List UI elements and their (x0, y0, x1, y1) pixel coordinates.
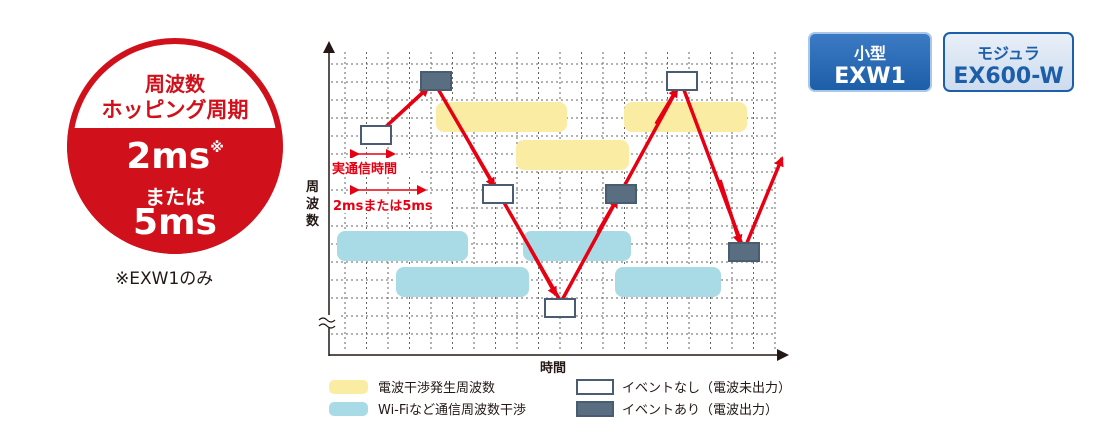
no-event-box (360, 125, 392, 145)
axis-break-icon (318, 317, 336, 329)
period-label: 2msまたは5ms (333, 199, 433, 214)
wifi-band (615, 267, 721, 297)
hopping-period-badge: 周波数 ホッピング周期 2ms※ または 5ms (67, 38, 283, 254)
event-box (420, 71, 452, 91)
interference-band (624, 102, 747, 132)
event-box (605, 184, 637, 204)
y-axis-label-1: 周 (306, 180, 319, 195)
wifi-band (337, 231, 468, 261)
hop-arrow (596, 197, 619, 233)
model-badge-exw1: 小型 EXW1 (808, 32, 932, 92)
event-box (728, 242, 760, 262)
hop-arrow (718, 179, 743, 245)
model-type: モジュラ (977, 44, 1040, 63)
legend-label: イベントなし（電波未出力） (622, 381, 791, 396)
legend-label: Wi-Fiなど通信周波数干渉 (378, 403, 526, 418)
no-event-box (544, 298, 576, 318)
badge-ring (67, 38, 283, 254)
legend: 電波干渉発生周波数 Wi-Fiなど通信周波数干渉 イベントなし（電波未出力） イ… (329, 379, 791, 418)
hop-arrow (742, 156, 784, 251)
legend-swatch-event (576, 401, 614, 417)
hop-arrow (390, 86, 430, 123)
legend-label: イベントあり（電波出力） (622, 403, 778, 418)
hop-arrow (528, 247, 558, 297)
footnote: ※EXW1のみ (115, 269, 214, 289)
x-axis-label: 時間 (540, 360, 566, 376)
model-badge-ex600w: モジュラ EX600-W (943, 32, 1074, 92)
actual-time-label: 実通信時間 (332, 161, 397, 177)
no-event-box (482, 184, 514, 204)
model-type: 小型 (853, 44, 886, 63)
no-event-box (666, 71, 698, 91)
legend-swatch-wifi (329, 402, 368, 416)
interference-band (516, 140, 629, 170)
hop-arrow (469, 145, 496, 188)
model-name: EX600-W (953, 64, 1064, 89)
y-axis-label-3: 数 (306, 213, 320, 229)
hop-arrow (654, 87, 679, 125)
wifi-bands (337, 231, 721, 297)
y-axis-label-2: 波 (306, 196, 320, 212)
event-boxes (360, 71, 760, 318)
interference-band (436, 102, 567, 132)
interference-bands (436, 102, 747, 170)
annot-bg (331, 158, 421, 176)
wifi-band (523, 231, 631, 261)
y-axis-label: 周 波 数 (306, 180, 324, 229)
model-name: EXW1 (834, 64, 906, 89)
legend-swatch-no-event (576, 379, 614, 395)
annot-bg (331, 196, 451, 213)
legend-swatch-interference (329, 380, 368, 394)
wifi-band (396, 267, 529, 297)
legend-label: 電波干渉発生周波数 (378, 381, 495, 396)
